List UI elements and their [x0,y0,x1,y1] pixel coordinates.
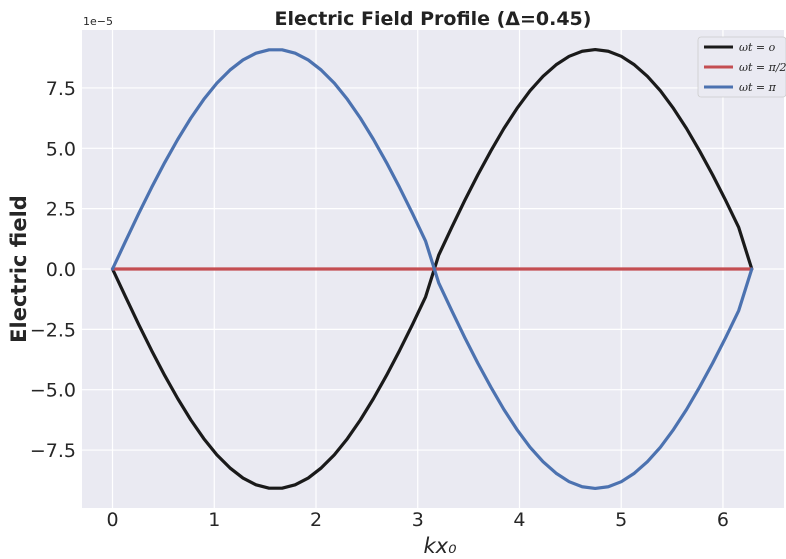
x-tick-label: 5 [615,509,627,531]
tick-labels: 0 1 2 3 4 5 6 −7.5 −5.0 −2.5 0.0 2.5 5.0 7.5 [30,78,729,531]
y-tick-label: −7.5 [30,440,76,462]
series-line-2 [110,48,754,491]
y-tick-label: 2.5 [46,199,76,221]
y-tick-label: 5.0 [46,138,76,160]
y-offset-label: 1e−5 [83,15,113,28]
y-axis-label: Electric field [7,195,31,343]
y-tick-label: −2.5 [30,319,76,341]
legend-label-2: ωt = π [739,81,777,94]
x-tick-label: 0 [106,509,118,531]
x-tick-label: 4 [513,509,525,531]
x-axis-label: kx₀ [423,534,457,558]
x-tick-label: 1 [208,509,220,531]
chart-title: Electric Field Profile (Δ=0.45) [275,8,592,30]
legend: ωt = o ωt = π/2 ωt = π [697,36,786,98]
x-tick-label: 6 [717,509,729,531]
y-tick-label: 0.0 [46,259,76,281]
legend-label-0: ωt = o [739,41,776,54]
y-tick-label: 7.5 [46,78,76,100]
legend-box [697,36,786,98]
legend-label-1: ωt = π/2 [739,61,786,74]
series-group [110,47,754,491]
x-tick-label: 2 [310,509,322,531]
series-line-0 [110,47,754,490]
x-tick-label: 3 [412,509,424,531]
y-tick-label: −5.0 [30,380,76,402]
